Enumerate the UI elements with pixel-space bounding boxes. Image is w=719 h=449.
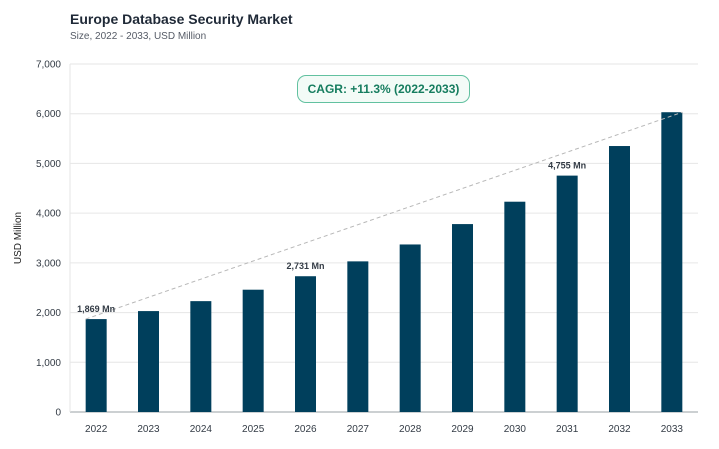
chart-subtitle: Size, 2022 - 2033, USD Million — [70, 31, 207, 42]
x-tick-label: 2026 — [294, 424, 317, 435]
bar-2032 — [609, 146, 630, 412]
bar-2025 — [242, 289, 264, 412]
bar-2023 — [138, 311, 159, 412]
y-tick-label: 1,000 — [36, 358, 61, 369]
y-tick-label: 0 — [55, 408, 61, 419]
bar-2027 — [347, 261, 369, 412]
bar-2026 — [295, 276, 316, 412]
x-tick-label: 2033 — [661, 424, 684, 435]
bar-2030 — [504, 201, 526, 412]
y-axis-title: USD Million — [13, 212, 24, 264]
bar-2029 — [452, 224, 473, 412]
bar-2022 — [85, 319, 107, 412]
data-label: 1,869 Mn — [77, 304, 115, 314]
x-tick-label: 2025 — [242, 424, 265, 435]
x-tick-label: 2029 — [451, 424, 474, 435]
x-tick-label: 2028 — [399, 424, 422, 435]
y-tick-label: 4,000 — [36, 209, 61, 220]
x-tick-label: 2023 — [137, 424, 160, 435]
y-tick-label: 3,000 — [36, 258, 61, 269]
data-label: 4,755 Mn — [548, 161, 586, 171]
x-tick-label: 2030 — [504, 424, 527, 435]
bar-2033 — [661, 112, 683, 413]
chart-title: Europe Database Security Market — [70, 11, 293, 27]
bar-2031 — [556, 175, 578, 412]
cagr-badge: CAGR: +11.3% (2022-2033) — [297, 75, 470, 103]
bar-2024 — [190, 301, 212, 412]
y-tick-label: 2,000 — [36, 308, 61, 319]
bar-2028 — [399, 244, 421, 412]
y-tick-label: 6,000 — [36, 109, 61, 120]
trend-line — [85, 111, 683, 320]
y-tick-label: 5,000 — [36, 159, 61, 170]
x-tick-label: 2024 — [190, 424, 213, 435]
x-tick-label: 2027 — [347, 424, 370, 435]
x-tick-label: 2022 — [85, 424, 108, 435]
x-tick-label: 2031 — [556, 424, 579, 435]
y-tick-label: 7,000 — [36, 60, 61, 71]
x-tick-label: 2032 — [608, 424, 631, 435]
data-label: 2,731 Mn — [286, 261, 324, 271]
